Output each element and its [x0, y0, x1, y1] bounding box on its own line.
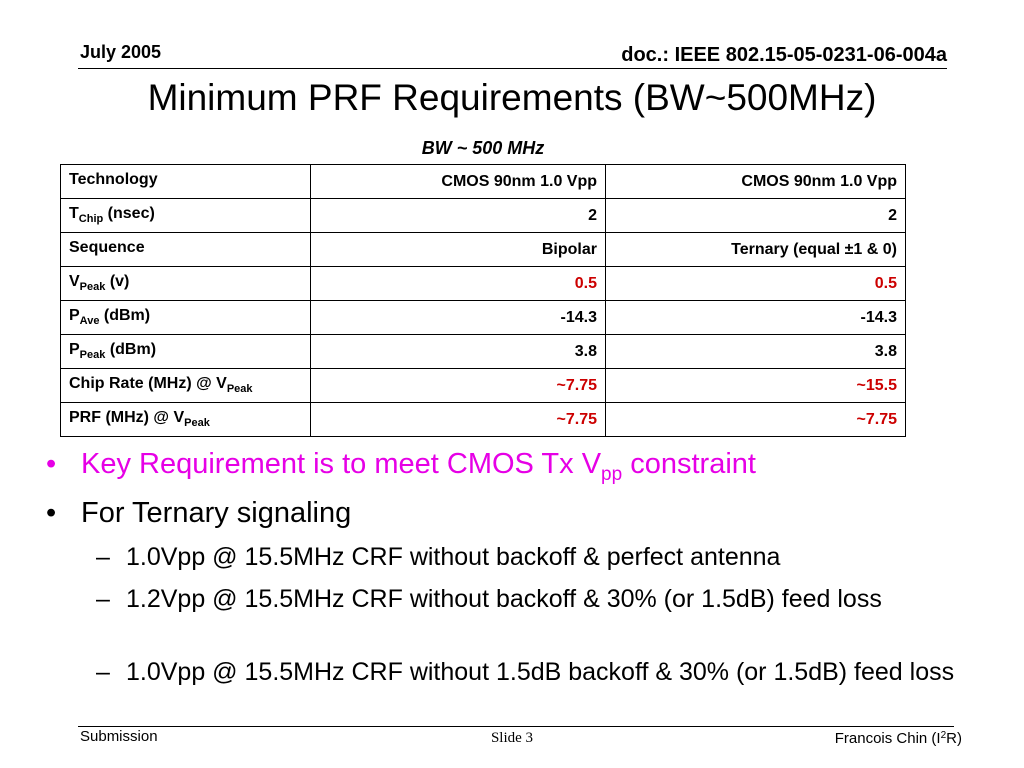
header-divider	[78, 68, 947, 69]
cell-col1: Bipolar	[310, 232, 606, 267]
row-label: Technology	[60, 164, 311, 199]
bullet-dot: •	[46, 497, 57, 529]
table-row: TChip (nsec) 2 2	[60, 198, 906, 233]
cell-col2: ~7.75	[605, 402, 906, 437]
row-label: TChip (nsec)	[60, 198, 311, 233]
footer-author: Francois Chin (I2R)	[834, 730, 962, 747]
cell-col2: ~15.5	[605, 368, 906, 403]
cell-col2: 2	[605, 198, 906, 233]
row-label: PAve (dBm)	[60, 300, 311, 335]
row-label: PRF (MHz) @ VPeak	[60, 402, 311, 437]
dash-marker: –	[96, 585, 110, 613]
bullet-ternary: • For Ternary signaling	[46, 497, 352, 529]
sub-bullet: – 1.0Vpp @ 15.5MHz CRF without 1.5dB bac…	[96, 656, 976, 689]
table-caption: BW ~ 500 MHz	[421, 138, 545, 158]
cell-col2: 0.5	[605, 266, 906, 301]
row-label: Sequence	[60, 232, 311, 267]
table-row: PRF (MHz) @ VPeak ~7.75 ~7.75	[60, 402, 906, 437]
bullet-dot: •	[46, 448, 57, 480]
table-row: PPeak (dBm) 3.8 3.8	[60, 334, 906, 369]
slide-title: Minimum PRF Requirements (BW~500MHz)	[147, 77, 877, 118]
sub-bullet: – 1.0Vpp @ 15.5MHz CRF without backoff &…	[96, 541, 976, 574]
cell-col2: CMOS 90nm 1.0 Vpp	[605, 164, 906, 199]
cell-col1: 2	[310, 198, 606, 233]
table-row: Chip Rate (MHz) @ VPeak ~7.75 ~15.5	[60, 368, 906, 403]
header-doc-id: doc.: IEEE 802.15-05-0231-06-004a	[621, 44, 947, 66]
sub-bullet: – 1.2Vpp @ 15.5MHz CRF without backoff &…	[96, 583, 976, 616]
table-row: PAve (dBm) -14.3 -14.3	[60, 300, 906, 335]
footer-submission: Submission	[80, 728, 158, 745]
row-label: VPeak (v)	[60, 266, 311, 301]
cell-col1: CMOS 90nm 1.0 Vpp	[310, 164, 606, 199]
cell-col1: 0.5	[310, 266, 606, 301]
footer-divider	[78, 726, 954, 727]
dash-marker: –	[96, 658, 110, 686]
table-row: Technology CMOS 90nm 1.0 Vpp CMOS 90nm 1…	[60, 164, 906, 199]
requirements-table: Technology CMOS 90nm 1.0 Vpp CMOS 90nm 1…	[60, 164, 906, 437]
cell-col2: Ternary (equal ±1 & 0)	[605, 232, 906, 267]
cell-col1: -14.3	[310, 300, 606, 335]
row-label: Chip Rate (MHz) @ VPeak	[60, 368, 311, 403]
cell-col1: 3.8	[310, 334, 606, 369]
cell-col1: ~7.75	[310, 402, 606, 437]
cell-col2: 3.8	[605, 334, 906, 369]
header-date: July 2005	[80, 42, 162, 62]
cell-col1: ~7.75	[310, 368, 606, 403]
row-label: PPeak (dBm)	[60, 334, 311, 369]
table-row: Sequence Bipolar Ternary (equal ±1 & 0)	[60, 232, 906, 267]
table-row: VPeak (v) 0.5 0.5	[60, 266, 906, 301]
footer-slide-number: Slide 3	[490, 730, 534, 746]
dash-marker: –	[96, 543, 110, 571]
cell-col2: -14.3	[605, 300, 906, 335]
bullet-key-requirement: • Key Requirement is to meet CMOS Tx Vpp …	[46, 448, 756, 485]
